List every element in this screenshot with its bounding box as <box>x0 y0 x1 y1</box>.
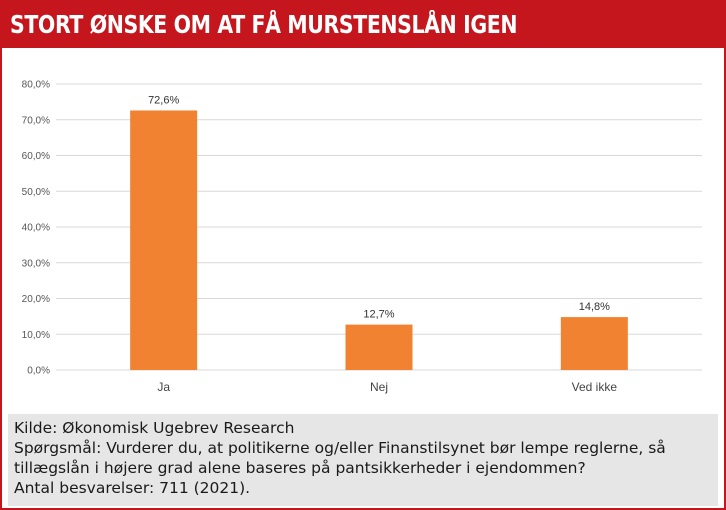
y-axis-ticks: 0,0% 10,0% 20,0% 30,0% 40,0% 50,0% 60,0% 70,0% 8… <box>22 80 50 377</box>
y-tick-label: 0,0% <box>27 366 50 377</box>
chart-area: 0,0% 10,0% 20,0% 30,0% 40,0% 50,0% 60,0% 70,0% 8… <box>2 48 724 412</box>
y-tick-label: 30,0% <box>22 258 50 269</box>
bar-chart: 0,0% 10,0% 20,0% 30,0% 40,0% 50,0% 60,0% 70,0% 8… <box>22 80 702 394</box>
header-banner: STORT ØNSKE OM AT FÅ MURSTENSLÅN IGEN <box>2 2 724 48</box>
category-label: Ved ikke <box>572 380 618 394</box>
y-tick-label: 80,0% <box>22 80 50 91</box>
category-label: Nej <box>370 380 388 394</box>
responses-text: Antal besvarelser: 711 (2021). <box>14 479 251 497</box>
x-axis-categories: Ja Nej Ved ikke <box>157 380 617 394</box>
y-tick-label: 40,0% <box>22 223 50 234</box>
y-tick-label: 20,0% <box>22 294 50 305</box>
data-label: 12,7% <box>363 309 394 321</box>
data-labels: 72,6% 12,7% 14,8% <box>148 94 610 320</box>
bar-ved-ikke <box>560 317 628 370</box>
category-label: Ja <box>157 380 170 394</box>
bar-nej <box>345 324 413 370</box>
source-text: Kilde: Økonomisk Ugebrev Research <box>14 419 295 437</box>
question-text: Spørgsmål: Vurderer du, at politikerne o… <box>14 439 666 477</box>
data-label: 72,6% <box>148 94 179 106</box>
chart-title: STORT ØNSKE OM AT FÅ MURSTENSLÅN IGEN <box>10 10 518 39</box>
y-tick-label: 10,0% <box>22 330 50 341</box>
y-tick-label: 60,0% <box>22 151 50 162</box>
data-label: 14,8% <box>579 301 610 313</box>
footer-notes: Kilde: Økonomisk Ugebrev Research Spørgs… <box>8 414 718 506</box>
y-tick-label: 50,0% <box>22 187 50 198</box>
bars <box>130 110 628 370</box>
y-tick-label: 70,0% <box>22 115 50 126</box>
bar-ja <box>130 110 198 370</box>
